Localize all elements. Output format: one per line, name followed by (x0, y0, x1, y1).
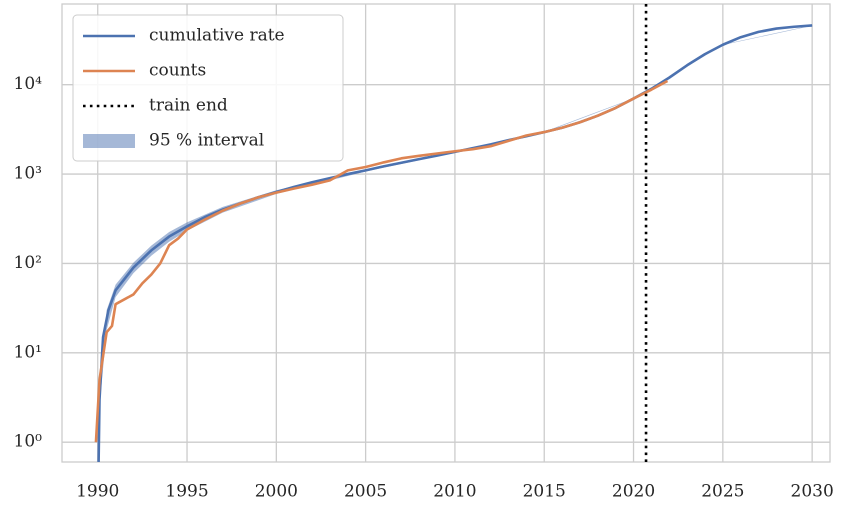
y-tick-label: 10⁰ (14, 432, 43, 452)
y-tick-label: 10¹ (14, 342, 42, 362)
legend: cumulative rate counts train end 95 % inter… (72, 14, 344, 162)
grid (61, 3, 831, 463)
y-tick-label: 10⁴ (14, 74, 43, 94)
x-tick-label: 2020 (612, 482, 655, 502)
legend-label: 95 % interval (149, 131, 264, 151)
x-tick-label: 2025 (701, 482, 744, 502)
tick-labels: 1990 1995 2000 2005 2010 2015 2020 2025 2030 10⁰ 1… (14, 74, 834, 501)
x-tick-label: 2030 (791, 482, 834, 502)
series-line (97, 24, 813, 462)
x-tick-label: 2005 (344, 482, 387, 502)
x-tick-label: 2010 (433, 482, 476, 502)
x-tick-label: 1995 (165, 482, 208, 502)
legend-label: counts (149, 61, 206, 81)
legend-swatch (83, 134, 135, 148)
legend-box (72, 14, 344, 162)
x-tick-label: 2000 (255, 482, 298, 502)
y-tick-label: 10² (14, 253, 42, 273)
x-tick-label: 2015 (523, 482, 566, 502)
plot-border (61, 3, 831, 463)
x-tick-label: 1990 (76, 482, 119, 502)
series-line (94, 79, 669, 443)
y-tick-label: 10³ (14, 164, 42, 184)
plot-area (94, 4, 813, 462)
legend-label: cumulative rate (149, 26, 285, 46)
legend-label: train end (149, 96, 228, 116)
